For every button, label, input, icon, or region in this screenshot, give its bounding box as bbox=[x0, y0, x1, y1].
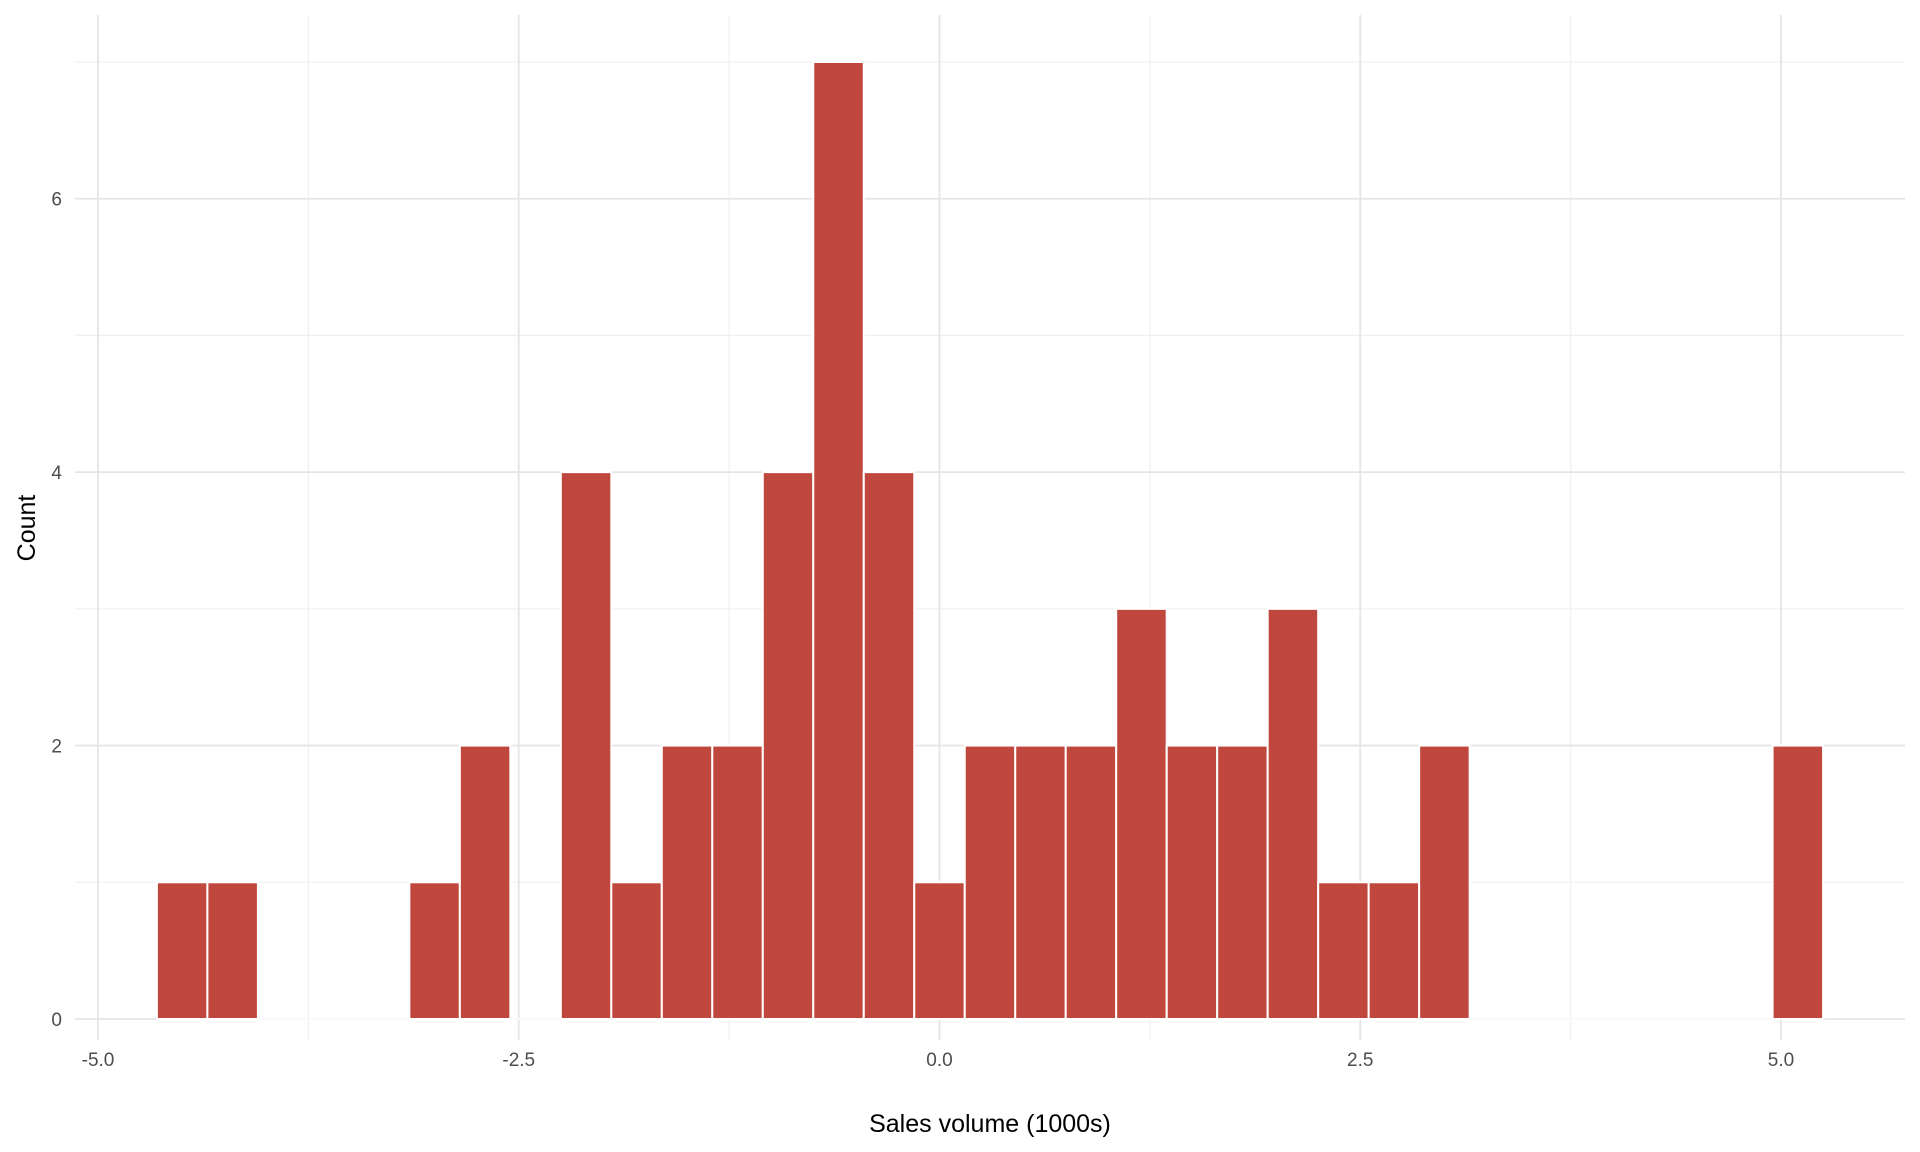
histogram-bar-empty bbox=[510, 1018, 561, 1020]
histogram-bar bbox=[559, 471, 613, 1020]
y-axis-title: Count bbox=[13, 495, 41, 562]
histogram-bar bbox=[458, 744, 512, 1020]
x-axis-tick-labels: -5.0 -2.5 0.0 2.5 5.0 bbox=[82, 1050, 1795, 1071]
histogram-bar bbox=[963, 744, 1017, 1020]
histogram-bar bbox=[155, 881, 209, 1020]
x-tick-label: 5.0 bbox=[1768, 1050, 1794, 1071]
histogram-bar bbox=[660, 744, 714, 1020]
histogram-bar bbox=[610, 881, 663, 1020]
histogram-bars bbox=[155, 61, 1825, 1020]
histogram-bar bbox=[1014, 744, 1067, 1020]
histogram-bar bbox=[1317, 881, 1370, 1020]
y-tick-label: 4 bbox=[51, 463, 62, 484]
x-axis-title: Sales volume (1000s) bbox=[869, 1110, 1111, 1138]
x-tick-label: -2.5 bbox=[502, 1050, 535, 1071]
y-tick-label: 0 bbox=[51, 1010, 62, 1031]
histogram-bar-empty bbox=[1722, 1018, 1773, 1020]
histogram-bar-empty bbox=[1570, 1018, 1622, 1020]
x-tick-label: 0.0 bbox=[926, 1050, 952, 1071]
histogram-bar bbox=[862, 471, 916, 1020]
histogram-bar bbox=[206, 881, 259, 1020]
y-tick-label: 2 bbox=[51, 737, 62, 758]
histogram-bar bbox=[761, 471, 815, 1020]
histogram-bar-empty bbox=[1469, 1018, 1521, 1020]
histogram-bar bbox=[1771, 744, 1825, 1020]
x-tick-label: 2.5 bbox=[1347, 1050, 1373, 1071]
histogram-bar bbox=[711, 744, 764, 1020]
histogram-bar-empty bbox=[358, 1018, 410, 1020]
histogram-bar bbox=[1367, 881, 1421, 1020]
histogram-bar-empty bbox=[308, 1018, 359, 1020]
histogram-bar bbox=[1115, 607, 1168, 1020]
histogram-bar bbox=[1216, 744, 1269, 1020]
histogram-bar bbox=[913, 881, 966, 1020]
y-axis-tick-labels: 0 2 4 6 bbox=[51, 190, 62, 1031]
histogram-bar bbox=[1266, 607, 1320, 1020]
y-tick-label: 6 bbox=[51, 190, 62, 211]
x-tick-label: -5.0 bbox=[82, 1050, 115, 1071]
histogram-bar-empty bbox=[1621, 1018, 1672, 1020]
histogram-bar-empty bbox=[1671, 1018, 1723, 1020]
histogram-bar-empty bbox=[257, 1018, 309, 1020]
histogram-bar bbox=[408, 881, 461, 1020]
histogram-bar-empty bbox=[1520, 1018, 1571, 1020]
histogram-bar bbox=[1418, 744, 1471, 1020]
histogram-bar bbox=[1064, 744, 1118, 1020]
histogram-bar bbox=[812, 61, 865, 1020]
histogram-bar bbox=[1165, 744, 1219, 1020]
